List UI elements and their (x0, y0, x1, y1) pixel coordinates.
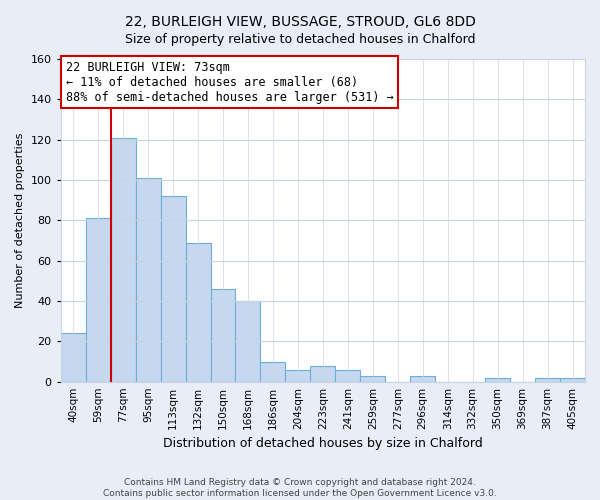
Y-axis label: Number of detached properties: Number of detached properties (15, 132, 25, 308)
X-axis label: Distribution of detached houses by size in Chalford: Distribution of detached houses by size … (163, 437, 483, 450)
Text: 22, BURLEIGH VIEW, BUSSAGE, STROUD, GL6 8DD: 22, BURLEIGH VIEW, BUSSAGE, STROUD, GL6 … (125, 15, 475, 29)
Bar (86, 218, 110, 382)
Bar (260, 362, 286, 382)
Bar (110, 138, 136, 382)
Bar (136, 178, 161, 382)
Bar (335, 370, 361, 382)
Bar (286, 370, 310, 382)
Bar (535, 378, 560, 382)
Bar (161, 196, 185, 382)
Text: Size of property relative to detached houses in Chalford: Size of property relative to detached ho… (125, 32, 475, 46)
Bar (361, 376, 385, 382)
Bar (211, 289, 235, 382)
Bar (485, 378, 510, 382)
Text: Contains HM Land Registry data © Crown copyright and database right 2024.
Contai: Contains HM Land Registry data © Crown c… (103, 478, 497, 498)
Bar (185, 242, 211, 382)
Bar (560, 378, 585, 382)
Bar (235, 301, 260, 382)
Bar (310, 366, 335, 382)
Bar (61, 334, 86, 382)
Text: 22 BURLEIGH VIEW: 73sqm
← 11% of detached houses are smaller (68)
88% of semi-de: 22 BURLEIGH VIEW: 73sqm ← 11% of detache… (66, 60, 394, 104)
Bar (410, 376, 435, 382)
